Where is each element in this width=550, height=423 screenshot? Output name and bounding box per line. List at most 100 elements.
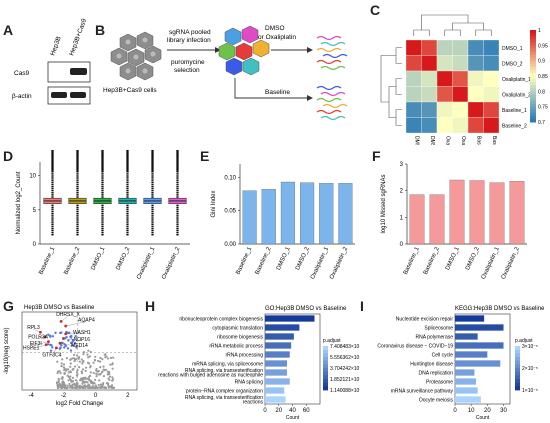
bar <box>489 182 505 245</box>
point-grey <box>87 386 90 390</box>
point-blue <box>60 344 63 347</box>
point-grey <box>81 382 84 385</box>
bar <box>455 360 501 367</box>
point-grey <box>82 353 85 356</box>
bar <box>261 189 276 245</box>
point-grey <box>100 371 104 374</box>
bar <box>449 179 465 245</box>
point-grey <box>68 386 71 389</box>
y-tick-label: 3 <box>400 162 404 168</box>
scale-segment <box>530 39 536 43</box>
heatmap-cell <box>452 86 469 103</box>
scale-segment <box>530 79 536 83</box>
panel-letter-d: D <box>3 148 14 164</box>
point-grey <box>96 359 100 363</box>
point-grey <box>89 366 92 369</box>
panel-c-heatmap: DMSO_1 DMSO_2 Oxaliplatin_1 Oxaliplatin_2 Ba… <box>380 14 548 145</box>
dendrogram-left-4 <box>388 86 396 118</box>
point-hit <box>58 341 62 345</box>
heatmap-cell <box>483 70 500 87</box>
point-grey <box>62 386 65 389</box>
category-label: mRNA splicing, via spliceosome <box>192 361 263 367</box>
point-grey <box>92 386 95 389</box>
heatmap-cell <box>452 39 469 56</box>
scale-tick-label: 0.95 <box>538 43 548 49</box>
scale-segment <box>530 72 536 77</box>
point-grey <box>82 380 86 384</box>
point-grey <box>75 386 78 389</box>
plot-frame <box>21 311 138 391</box>
bar <box>265 387 285 394</box>
heatmap-row-label: Baseline_1 <box>502 108 527 114</box>
legend-segment <box>323 364 328 369</box>
dendrogram-left-3 <box>395 109 402 126</box>
point-hit <box>39 330 42 334</box>
plot-frame <box>454 313 511 405</box>
plot-title: Hep3B DMSO vs Baseline <box>24 305 95 311</box>
point-grey <box>71 368 74 371</box>
point-grey <box>72 386 76 389</box>
category-label: mRNA surveillance pathway <box>391 388 454 394</box>
point-grey <box>93 358 96 362</box>
point-grey <box>92 381 95 385</box>
point-blue <box>75 346 78 349</box>
point-blue <box>73 341 77 345</box>
point-grey <box>84 386 87 389</box>
y-tick-label: 0 <box>400 242 404 248</box>
point-grey <box>83 377 86 380</box>
heatmap-cell <box>421 117 438 134</box>
scale-segment <box>530 36 536 40</box>
point-grey <box>89 371 92 374</box>
legend-segment <box>323 353 328 358</box>
point-grey <box>99 365 102 369</box>
bar <box>455 324 504 331</box>
y-axis-title: -log10(neg score) <box>4 327 10 374</box>
legend-segment <box>515 375 520 380</box>
blot-band-actin-2 <box>70 92 86 98</box>
legend-segment <box>515 371 520 376</box>
point-grey <box>101 358 104 361</box>
point-grey <box>63 367 66 370</box>
point-hit <box>55 346 58 350</box>
panel-h-go-bars: GO:Hep3B DMSO vs Baselineribonucleoprote… <box>158 306 360 421</box>
scale-segment <box>530 85 536 89</box>
bar <box>338 183 353 245</box>
point-grey <box>73 358 77 361</box>
point-blue <box>51 335 55 338</box>
legend-tick-label: 3.704242×10⁻¹⁰ <box>330 366 360 372</box>
scale-segment <box>530 45 536 49</box>
hit-label: EIF3I <box>30 341 42 347</box>
heatmap-col-label: Oxaliplatin_1 <box>444 136 450 145</box>
point-grey <box>75 354 79 357</box>
point-grey <box>95 372 98 375</box>
point-grey <box>99 356 102 359</box>
x-tick-label: Baseline_2 <box>63 246 81 276</box>
scale-tick-label: 0.7 <box>538 120 545 126</box>
heatmap-row-label: Baseline_2 <box>502 124 527 130</box>
point-grey <box>58 370 61 373</box>
point-grey <box>101 384 104 387</box>
point-grey <box>62 384 66 387</box>
heatmap-cell <box>467 39 484 56</box>
point-grey <box>111 386 115 389</box>
point-grey <box>97 373 100 376</box>
bar <box>265 324 300 331</box>
scale-segment <box>530 88 536 92</box>
x-tick-label: 30 <box>500 408 507 414</box>
y-tick-label: 2 <box>400 189 404 195</box>
point-grey <box>55 382 59 385</box>
legend-segment <box>323 368 328 373</box>
scale-segment <box>530 82 536 86</box>
row-label-cas9: Cas9 <box>14 70 30 77</box>
step-selection: selection <box>174 67 200 74</box>
point-grey <box>71 386 74 390</box>
heatmap-cell <box>421 86 438 103</box>
point-grey <box>68 382 71 386</box>
point-grey <box>94 386 97 390</box>
point-grey <box>102 375 106 378</box>
cell-cluster-colored <box>218 25 270 76</box>
scale-segment <box>530 103 536 108</box>
point-grey <box>75 371 79 374</box>
x-tick-label: 0 <box>263 408 267 414</box>
point-grey <box>111 376 114 379</box>
